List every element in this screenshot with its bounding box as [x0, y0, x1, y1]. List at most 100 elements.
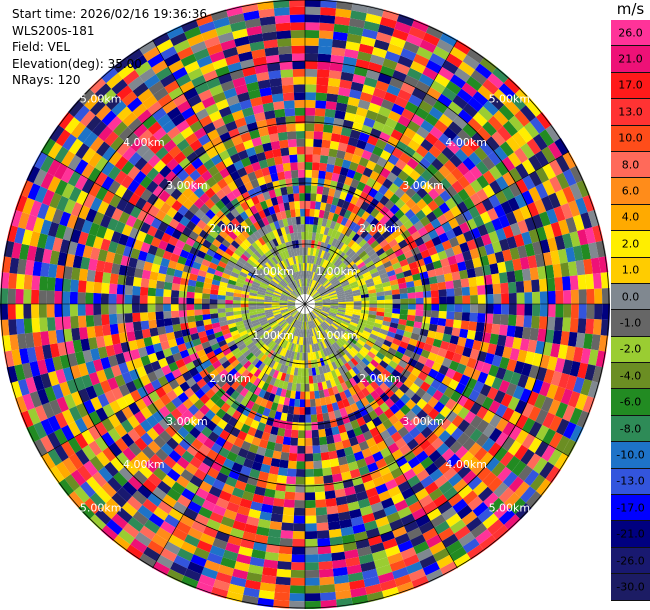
- range-gate: [298, 185, 305, 194]
- range-gate: [261, 266, 269, 274]
- range-gate: [505, 136, 521, 153]
- range-gate: [311, 311, 318, 318]
- range-gate: [143, 233, 155, 245]
- range-gate: [212, 538, 228, 550]
- range-gate: [230, 197, 241, 208]
- range-gate: [394, 21, 412, 34]
- range-gate: [235, 320, 244, 327]
- range-gate: [140, 406, 153, 420]
- range-gate: [461, 82, 478, 98]
- range-gate: [312, 162, 320, 171]
- range-gate: [497, 261, 507, 274]
- range-gate: [502, 421, 516, 437]
- range-gate: [214, 269, 224, 277]
- range-gate: [460, 320, 470, 330]
- range-gate: [314, 398, 322, 407]
- range-gate: [81, 147, 96, 164]
- range-gate: [337, 375, 345, 385]
- range-gate: [528, 186, 542, 203]
- range-gate: [418, 100, 434, 114]
- range-gate: [286, 476, 296, 485]
- range-gate: [258, 388, 267, 399]
- range-gate: [371, 46, 388, 59]
- range-gate: [450, 205, 462, 218]
- range-gate: [234, 285, 243, 291]
- range-gate: [261, 322, 270, 329]
- range-gate: [529, 327, 539, 341]
- range-gate: [523, 280, 533, 293]
- range-gate: [385, 364, 395, 374]
- range-gate: [138, 39, 157, 55]
- range-gate: [263, 559, 278, 569]
- range-gate: [332, 31, 348, 42]
- range-gate: [462, 250, 473, 262]
- range-gate: [320, 451, 330, 461]
- range-gate: [459, 221, 471, 234]
- range-gate: [284, 332, 290, 341]
- range-gate: [256, 422, 266, 432]
- range-gate: [272, 361, 279, 370]
- range-gate: [330, 304, 339, 306]
- range-gate: [322, 297, 330, 301]
- range-gate: [542, 179, 556, 196]
- range-gate: [451, 180, 464, 194]
- range-gate: [276, 337, 283, 345]
- range-gate: [37, 388, 50, 405]
- range-gate: [78, 88, 95, 106]
- range-gate: [306, 263, 310, 271]
- range-gate: [298, 263, 302, 272]
- range-gate: [178, 438, 192, 451]
- range-gate: [249, 268, 258, 276]
- range-gate: [329, 310, 338, 315]
- range-gate: [392, 525, 407, 539]
- range-gate: [405, 320, 415, 328]
- range-gate: [251, 461, 263, 472]
- range-gate: [386, 425, 398, 437]
- range-gate: [139, 374, 151, 387]
- range-label: 4.00km: [123, 458, 165, 471]
- range-gate: [159, 394, 172, 406]
- range-gate: [157, 221, 169, 233]
- range-gate: [364, 142, 376, 154]
- range-gate: [329, 458, 340, 468]
- range-gate: [500, 393, 513, 408]
- range-gate: [264, 448, 274, 459]
- range-gate: [308, 231, 313, 241]
- range-gate: [463, 184, 477, 198]
- range-gate: [425, 534, 442, 549]
- range-gate: [397, 89, 412, 102]
- colorbar-tick-label: -21.0: [616, 527, 645, 541]
- range-gate: [399, 287, 408, 295]
- range-gate: [208, 229, 219, 239]
- range-gate: [529, 474, 546, 492]
- range-gate: [218, 355, 228, 365]
- range-gate: [560, 331, 570, 346]
- range-gate: [297, 287, 302, 295]
- range-gate: [332, 473, 343, 483]
- range-gate: [268, 165, 278, 175]
- range-gate: [348, 221, 357, 231]
- range-gate: [14, 364, 26, 381]
- range-gate: [427, 419, 440, 432]
- range-gate: [514, 147, 529, 164]
- range-gate: [141, 328, 151, 339]
- range-gate: [92, 236, 104, 250]
- range-gate: [305, 500, 316, 509]
- range-gate: [225, 542, 241, 554]
- range-gate: [193, 409, 205, 422]
- range-gate: [488, 364, 500, 378]
- range-gate: [592, 225, 604, 243]
- range-gate: [280, 269, 287, 278]
- range-gate: [221, 239, 231, 248]
- range-gate: [305, 430, 313, 439]
- range-gate: [190, 332, 200, 341]
- range-gate: [344, 176, 354, 186]
- range-gate: [407, 372, 418, 383]
- range-gate: [345, 493, 358, 504]
- range-gate: [454, 213, 467, 226]
- range-gate: [399, 340, 409, 350]
- range-gate: [509, 348, 520, 361]
- range-gate: [423, 310, 432, 318]
- range-gate: [294, 328, 299, 337]
- range-gate: [493, 204, 506, 218]
